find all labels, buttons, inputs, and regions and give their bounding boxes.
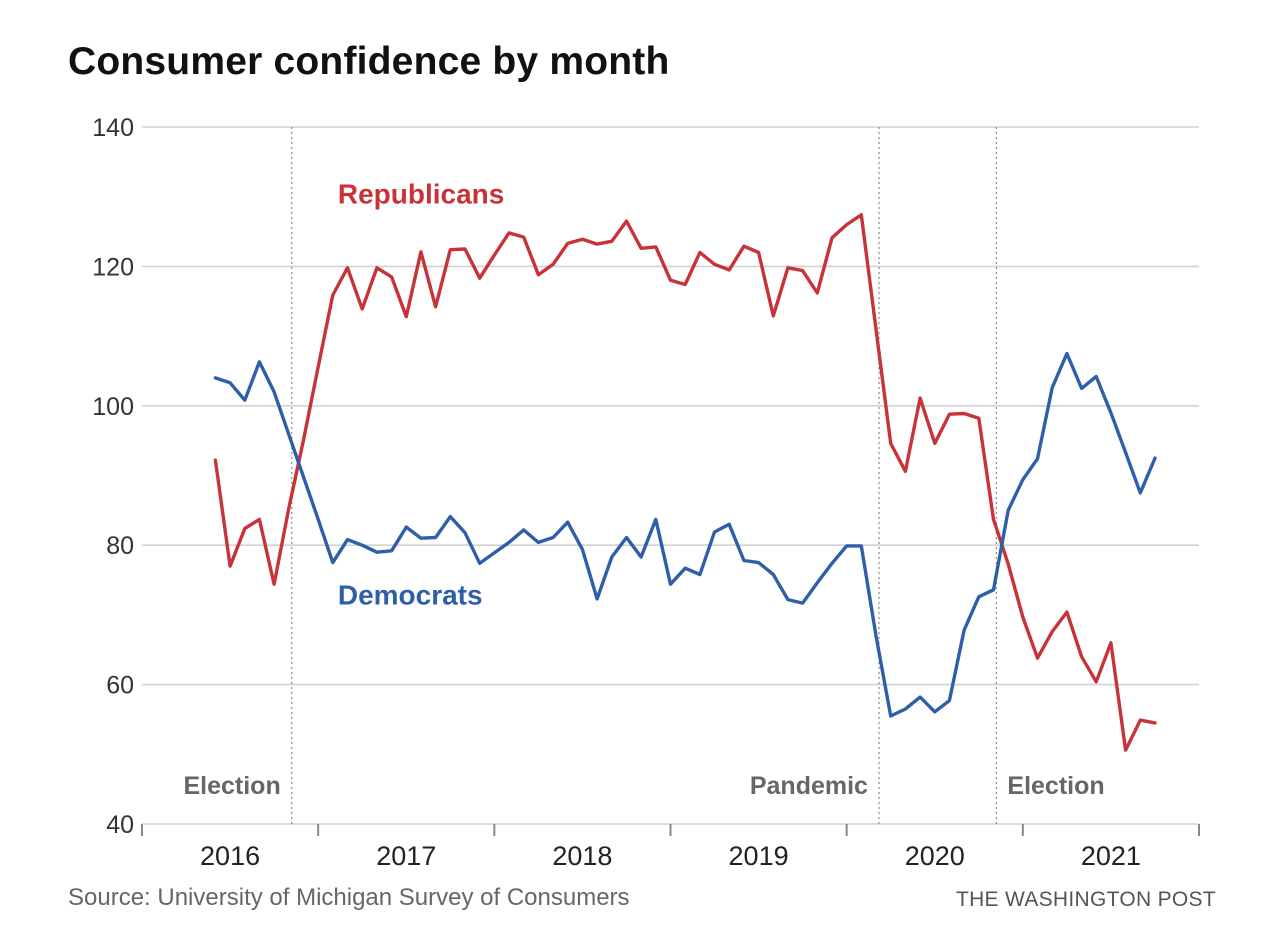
chart-title: Consumer confidence by month xyxy=(68,40,670,83)
y-tick-label: 120 xyxy=(92,253,134,281)
y-tick-label: 60 xyxy=(106,672,134,700)
y-axis-ticks: 40 60 80 100 120 140 xyxy=(92,114,134,839)
series-labels: Republicans Democrats xyxy=(338,179,504,611)
x-tick-label: 2019 xyxy=(729,841,789,871)
y-tick-label: 140 xyxy=(92,114,134,142)
event-annotations: Election Pandemic Election xyxy=(183,127,1105,824)
y-tick-label: 100 xyxy=(92,393,134,421)
source-note: Source: University of Michigan Survey of… xyxy=(68,884,630,911)
annotation-label: Election xyxy=(1007,772,1104,800)
series-label-democrats: Democrats xyxy=(338,579,483,610)
series-line-democrats xyxy=(213,351,1157,718)
x-tick-label: 2018 xyxy=(552,841,612,871)
x-tick-label: 2021 xyxy=(1081,841,1141,871)
x-tick-label: 2016 xyxy=(200,841,260,871)
x-tick-label: 2017 xyxy=(376,841,436,871)
annotation-label: Pandemic xyxy=(750,772,868,800)
publisher-credit: THE WASHINGTON POST xyxy=(955,888,1216,911)
series-line-republicans xyxy=(213,213,1157,752)
y-tick-label: 40 xyxy=(106,811,134,839)
series-lines xyxy=(213,213,1157,752)
annotation-label: Election xyxy=(183,772,280,800)
y-tick-label: 80 xyxy=(106,532,134,560)
x-axis: 2016 2017 2018 2019 2020 2021 xyxy=(141,824,1200,871)
series-label-republicans: Republicans xyxy=(338,179,504,210)
gridlines xyxy=(142,126,1199,825)
x-tick-label: 2020 xyxy=(905,841,965,871)
